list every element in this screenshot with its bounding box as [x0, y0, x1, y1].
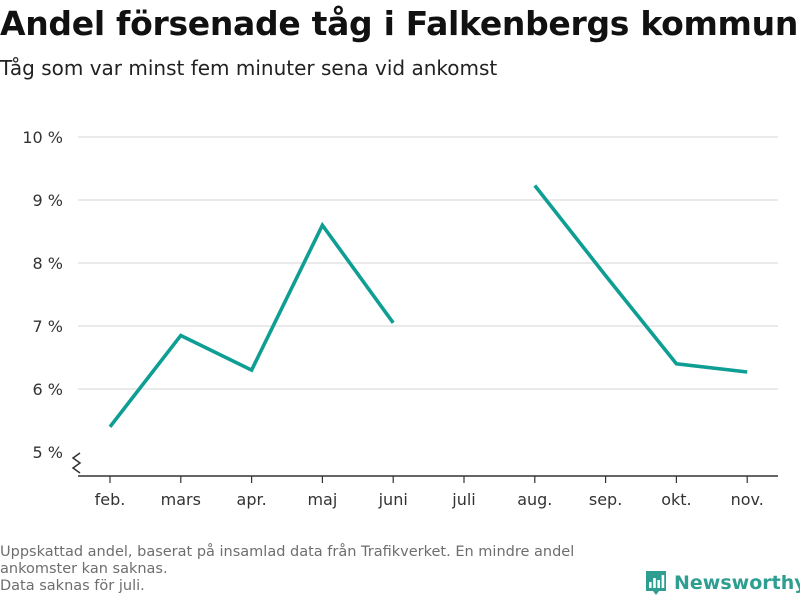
gridlines: [78, 136, 778, 390]
series-line: [533, 184, 748, 374]
x-tick-label: apr.: [237, 490, 267, 509]
note-source: Uppskattad andel, baserat på insamlad da…: [0, 544, 575, 577]
note-missing-data: Data saknas för juli.: [0, 578, 145, 594]
x-tick-label: mars: [161, 490, 201, 509]
newsworthy-logo-icon: [646, 571, 666, 595]
y-tick-label: 8 %: [33, 254, 63, 273]
brand-name: Newsworthy: [674, 572, 800, 594]
data-series: [108, 184, 748, 428]
x-tick-label: feb.: [95, 490, 126, 509]
x-tick-label: aug.: [517, 490, 552, 509]
brand-logo: Newsworthy: [644, 568, 800, 598]
x-tick-label: juli: [451, 490, 475, 509]
x-tick-label: sep.: [589, 490, 622, 509]
x-tick-label: maj: [307, 490, 337, 509]
y-tick-label: 6 %: [33, 380, 63, 399]
x-tick-label: juni: [378, 490, 408, 509]
y-tick-label: 10 %: [22, 128, 63, 147]
x-tick-label: nov.: [731, 490, 764, 509]
series-line: [108, 221, 395, 428]
chart-notes: Uppskattad andel, baserat på insamlad da…: [0, 544, 640, 595]
y-tick-label: 9 %: [33, 191, 63, 210]
x-tick-label: okt.: [661, 490, 691, 509]
axis-break-mark: [71, 452, 82, 474]
chart-title: Andel försenade tåg i Falkenbergs kommun: [0, 4, 799, 43]
y-tick-label: 7 %: [33, 317, 63, 336]
chart-subtitle: Tåg som var minst fem minuter sena vid a…: [0, 56, 498, 80]
axes: [71, 452, 778, 483]
line-chart: 5 % 6 % 7 % 8 % 9 % 10 % feb. mars apr. maj juni ju…: [22, 128, 778, 509]
y-tick-label: 5 %: [33, 443, 63, 462]
tick-labels: 5 % 6 % 7 % 8 % 9 % 10 % feb. mars apr. maj juni ju…: [22, 128, 763, 509]
